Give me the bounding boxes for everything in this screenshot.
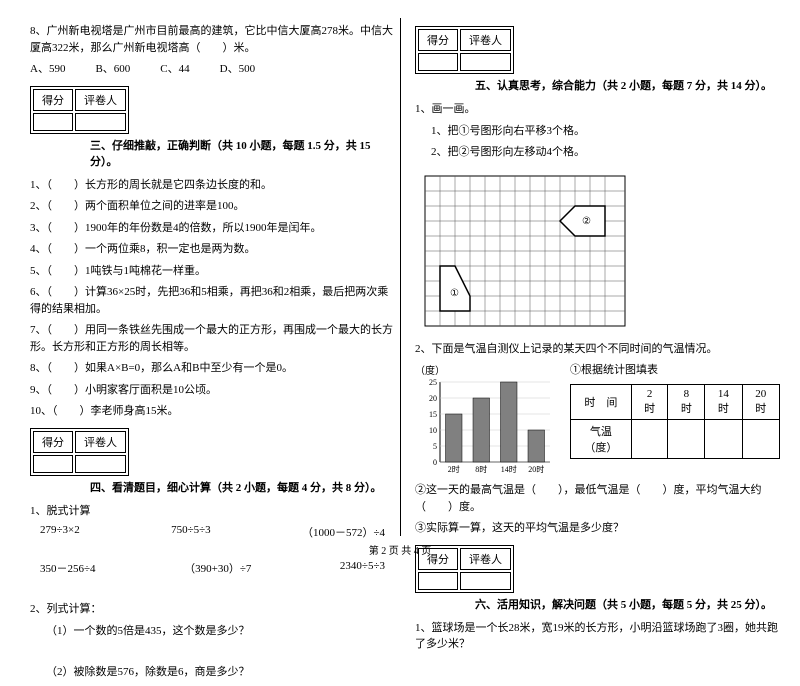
section-c-title: 三、仔细推敲，正确判断（共 10 小题，每题 1.5 分，共 15 分）。 (90, 137, 395, 169)
judge-item: 7、（ ）用同一条铁丝先围成一个最大的正方形，再围成一个最大的长方形。长方形和正… (30, 322, 395, 355)
e-q2: 2、下面是气温自测仪上记录的某天四个不同时间的气温情况。 (415, 341, 780, 358)
temp-table: 时 间2时8时14时20时 气温（度） (570, 384, 780, 459)
judge-item: 8、（ ）如果A×B=0，那么A和B中至少有一个是0。 (30, 360, 395, 377)
e-s1: 1、把①号图形向右平移3个格。 (415, 123, 780, 140)
eq-row-2: 350－256÷4（390+30）÷72340÷5÷3 (30, 560, 395, 576)
y-label: （度） (415, 366, 445, 377)
section-c-questions: 1、（ ）长方形的周长就是它四条边长度的和。 2、（ ）两个面积单位之间的进率是1… (30, 177, 395, 420)
svg-text:8时: 8时 (475, 464, 487, 474)
f-q1: 1、篮球场是一个长28米，宽19米的长方形，小明沿篮球场跑了3圈，她共跑了多少米… (415, 620, 780, 653)
svg-text:10: 10 (429, 426, 437, 435)
svg-text:②: ② (582, 216, 591, 227)
svg-text:20时: 20时 (528, 464, 544, 474)
judge-item: 6、（ ）计算36×25时，先把36和5相乘，再把36和2相乘，最后把两次乘得的… (30, 284, 395, 317)
q8-options: A、590B、600C、44D、500 (30, 61, 395, 78)
e-t3: ③实际算一算，这天的平均气温是多少度？ (415, 520, 780, 537)
svg-text:2时: 2时 (448, 464, 460, 474)
svg-text:0: 0 (433, 458, 437, 467)
score-box-d: 得分评卷人 (30, 428, 129, 476)
d-q1: （1）一个数的5倍是435，这个数是多少？ (30, 623, 395, 640)
d-q2: （2）被除数是576，除数是6，商是多少？ (30, 664, 395, 681)
svg-text:14时: 14时 (501, 464, 517, 474)
chart-title: ①根据统计图填表 (570, 362, 780, 379)
svg-text:5: 5 (433, 442, 437, 451)
column-divider (400, 18, 401, 536)
judge-item: 3、（ ）1900年的年份数是4的倍数，所以1900年是闰年。 (30, 220, 395, 237)
svg-text:20: 20 (429, 394, 437, 403)
score-box-c: 得分评卷人 (30, 86, 129, 134)
svg-text:25: 25 (429, 378, 437, 387)
judge-item: 10、（ ）李老师身高15米。 (30, 403, 395, 420)
page-footer: 第 2 页 共 4 页 (0, 542, 800, 557)
svg-text:15: 15 (429, 410, 437, 419)
section-e-title: 五、认真思考，综合能力（共 2 小题，每题 7 分，共 14 分）。 (475, 77, 772, 93)
svg-text:①: ① (450, 288, 459, 299)
e-s2: 2、把②号图形向左移动4个格。 (415, 144, 780, 161)
score-box-e: 得分评卷人 (415, 26, 514, 74)
judge-item: 1、（ ）长方形的周长就是它四条边长度的和。 (30, 177, 395, 194)
judge-item: 2、（ ）两个面积单位之间的进率是100。 (30, 198, 395, 215)
grid-shapes: ① ② (415, 166, 635, 336)
section-f-title: 六、活用知识，解决问题（共 5 小题，每题 5 分，共 25 分）。 (475, 596, 772, 612)
calc-label: 1、脱式计算 (30, 503, 395, 520)
e-t2: ②这一天的最高气温是（ ），最低气温是（ ）度，平均气温大约（ ）度。 (415, 482, 780, 515)
e-pre: 1、画一画。 (415, 101, 780, 118)
section-d-title: 四、看清题目，细心计算（共 2 小题，每题 4 分，共 8 分）。 (90, 479, 382, 495)
calc2-label: 2、列式计算： (30, 601, 395, 618)
eq-row-1: 279÷3×2750÷5÷3（1000－572）÷4 (30, 524, 395, 540)
judge-item: 5、（ ）1吨铁与1吨棉花一样重。 (30, 263, 395, 280)
q8-text: 8、广州新电视塔是广州市目前最高的建筑，它比中信大厦高278米。中信大厦高322… (30, 23, 395, 56)
bar-chart: 0 5 10 15 20 25 2时 8时 14时 20时 (415, 377, 555, 477)
judge-item: 4、（ ）一个两位乘8，积一定也是两为数。 (30, 241, 395, 258)
judge-item: 9、（ ）小明家客厅面积是10公顷。 (30, 382, 395, 399)
